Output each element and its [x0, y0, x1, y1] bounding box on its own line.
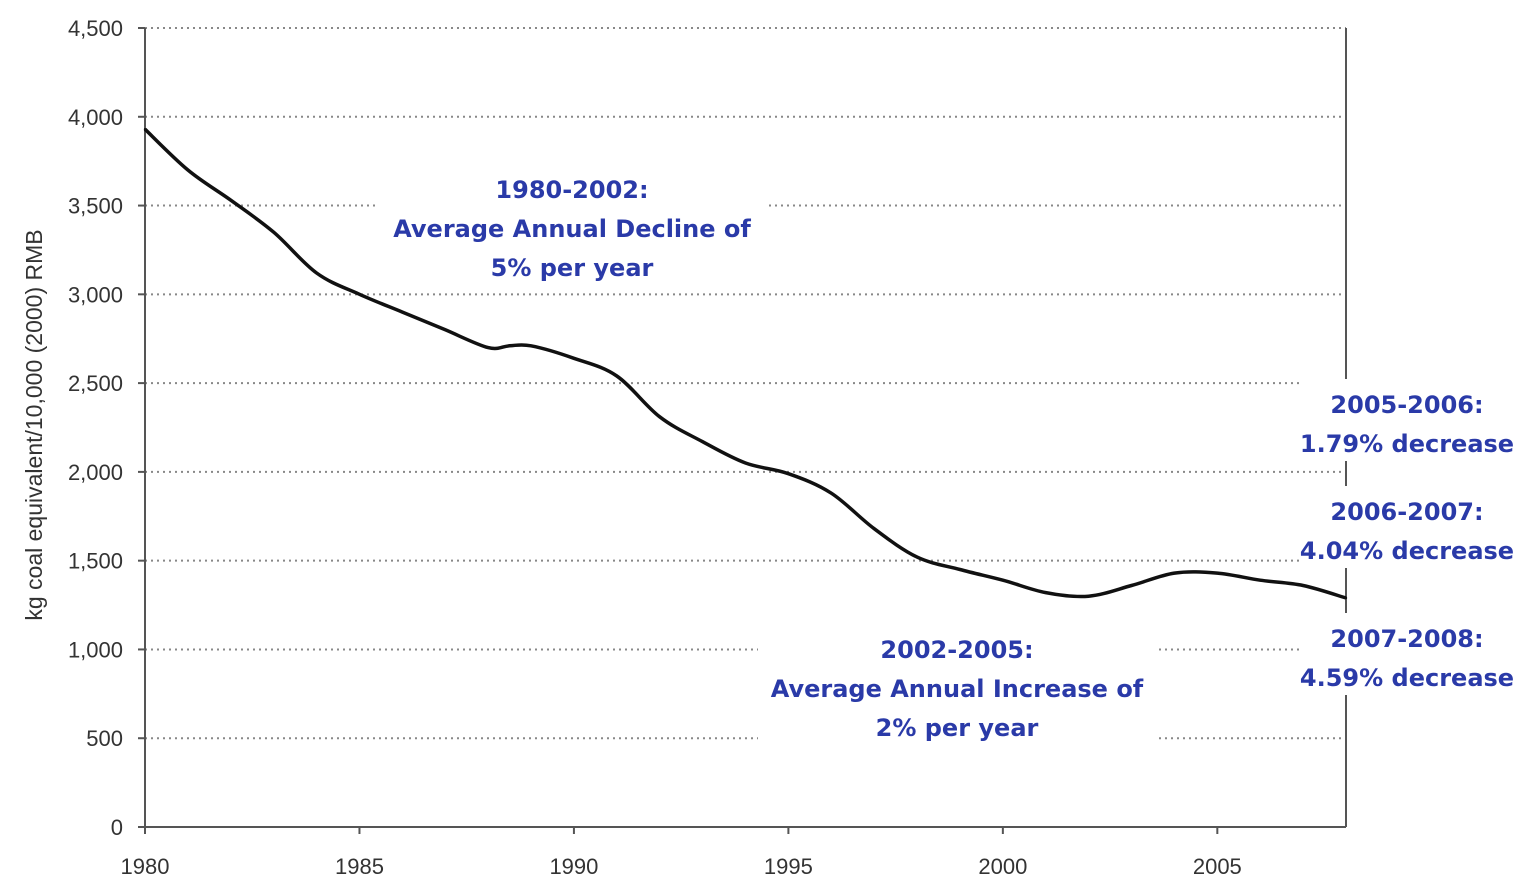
annotation-background	[1302, 613, 1512, 695]
data-point	[229, 199, 232, 202]
data-point	[1344, 596, 1348, 600]
annotation-line: 2006-2007:	[1330, 498, 1483, 526]
data-point	[486, 346, 490, 349]
data-point	[401, 310, 404, 314]
data-point	[315, 271, 318, 275]
annotation-line: 5% per year	[491, 254, 654, 282]
annotation-line: Average Annual Decline of	[393, 215, 751, 243]
data-point	[444, 328, 447, 332]
annotation-line: 2002-2005:	[880, 636, 1033, 664]
y-tick-label: 1,500	[68, 549, 123, 574]
data-point	[358, 293, 361, 296]
data-point	[1001, 578, 1005, 582]
annotation: 2002-2005: Average Annual Increase of 2% p…	[758, 624, 1156, 752]
data-point	[529, 344, 533, 348]
y-tick-label: 1,000	[68, 637, 123, 662]
data-point	[186, 168, 190, 172]
data-point	[787, 472, 790, 475]
annotation-line: 1.79% decrease	[1300, 430, 1514, 458]
data-point	[615, 374, 619, 378]
data-point	[1301, 584, 1305, 587]
data-point	[572, 357, 576, 360]
x-tick-label: 1985	[335, 854, 384, 879]
x-tick-label: 2005	[1193, 854, 1242, 879]
data-point	[1259, 578, 1262, 582]
data-point	[508, 344, 511, 348]
y-tick-label: 0	[111, 815, 123, 840]
annotation: 2007-2008: 4.59% decrease	[1300, 613, 1514, 695]
x-tick-label: 2000	[978, 854, 1027, 879]
data-point	[872, 527, 876, 530]
data-point	[830, 491, 833, 495]
data-point	[1087, 594, 1090, 598]
y-tick-label: 3,000	[68, 282, 123, 307]
data-point	[658, 415, 661, 419]
axes	[144, 28, 1347, 828]
gridlines	[145, 27, 1346, 740]
y-tick-label: 2,000	[68, 460, 123, 485]
data-point	[272, 230, 275, 234]
data-point	[143, 128, 147, 131]
annotation-line: 4.04% decrease	[1300, 537, 1514, 565]
annotation-line: 2% per year	[876, 714, 1039, 742]
data-point	[958, 568, 962, 571]
annotation-background	[376, 164, 768, 292]
series-layer	[143, 127, 1348, 600]
data-point	[1130, 584, 1133, 587]
x-tick-label: 1995	[764, 854, 813, 879]
annotation-background	[1302, 486, 1512, 568]
annotation-line: 1980-2002:	[495, 176, 648, 204]
data-point	[1044, 591, 1047, 594]
x-tick-label: 1980	[121, 854, 170, 879]
annotation-line: 2005-2006:	[1330, 391, 1483, 419]
y-tick-label: 3,500	[68, 194, 123, 219]
x-tick-label: 1990	[549, 854, 598, 879]
data-point	[1173, 571, 1176, 575]
annotation-line: 4.59% decrease	[1300, 664, 1514, 692]
x-axis-ticks: 1980 1985 1990 1995 2000 2005	[121, 827, 1242, 879]
annotation-line: Average Annual Increase of	[771, 675, 1144, 703]
annotation: 1980-2002: Average Annual Decline of 5% pe…	[376, 164, 768, 292]
annotation: 2005-2006: 1.79% decrease	[1300, 379, 1514, 461]
y-tick-label: 4,500	[68, 16, 123, 41]
series-line	[143, 127, 1347, 600]
annotation-line: 2007-2008:	[1330, 625, 1483, 653]
data-point	[701, 440, 704, 443]
annotation: 2006-2007: 4.04% decrease	[1300, 486, 1514, 568]
y-tick-label: 2,500	[68, 371, 123, 396]
data-point	[915, 555, 919, 559]
y-axis-label: kg coal equivalent/10,000 (2000) RMB	[21, 229, 47, 620]
y-tick-label: 500	[86, 726, 123, 751]
annotation-background	[1302, 379, 1512, 461]
annotation-background	[758, 624, 1156, 752]
y-tick-label: 4,000	[68, 105, 123, 130]
y-axis-ticks: 0 500 1,000 1,500 2,000 2,500 3,000 3,500 4,000 4…	[68, 16, 145, 840]
annotations: 1980-2002: Average Annual Decline of 5% pe…	[376, 164, 1514, 752]
data-point	[744, 461, 747, 465]
data-point	[1216, 571, 1219, 575]
